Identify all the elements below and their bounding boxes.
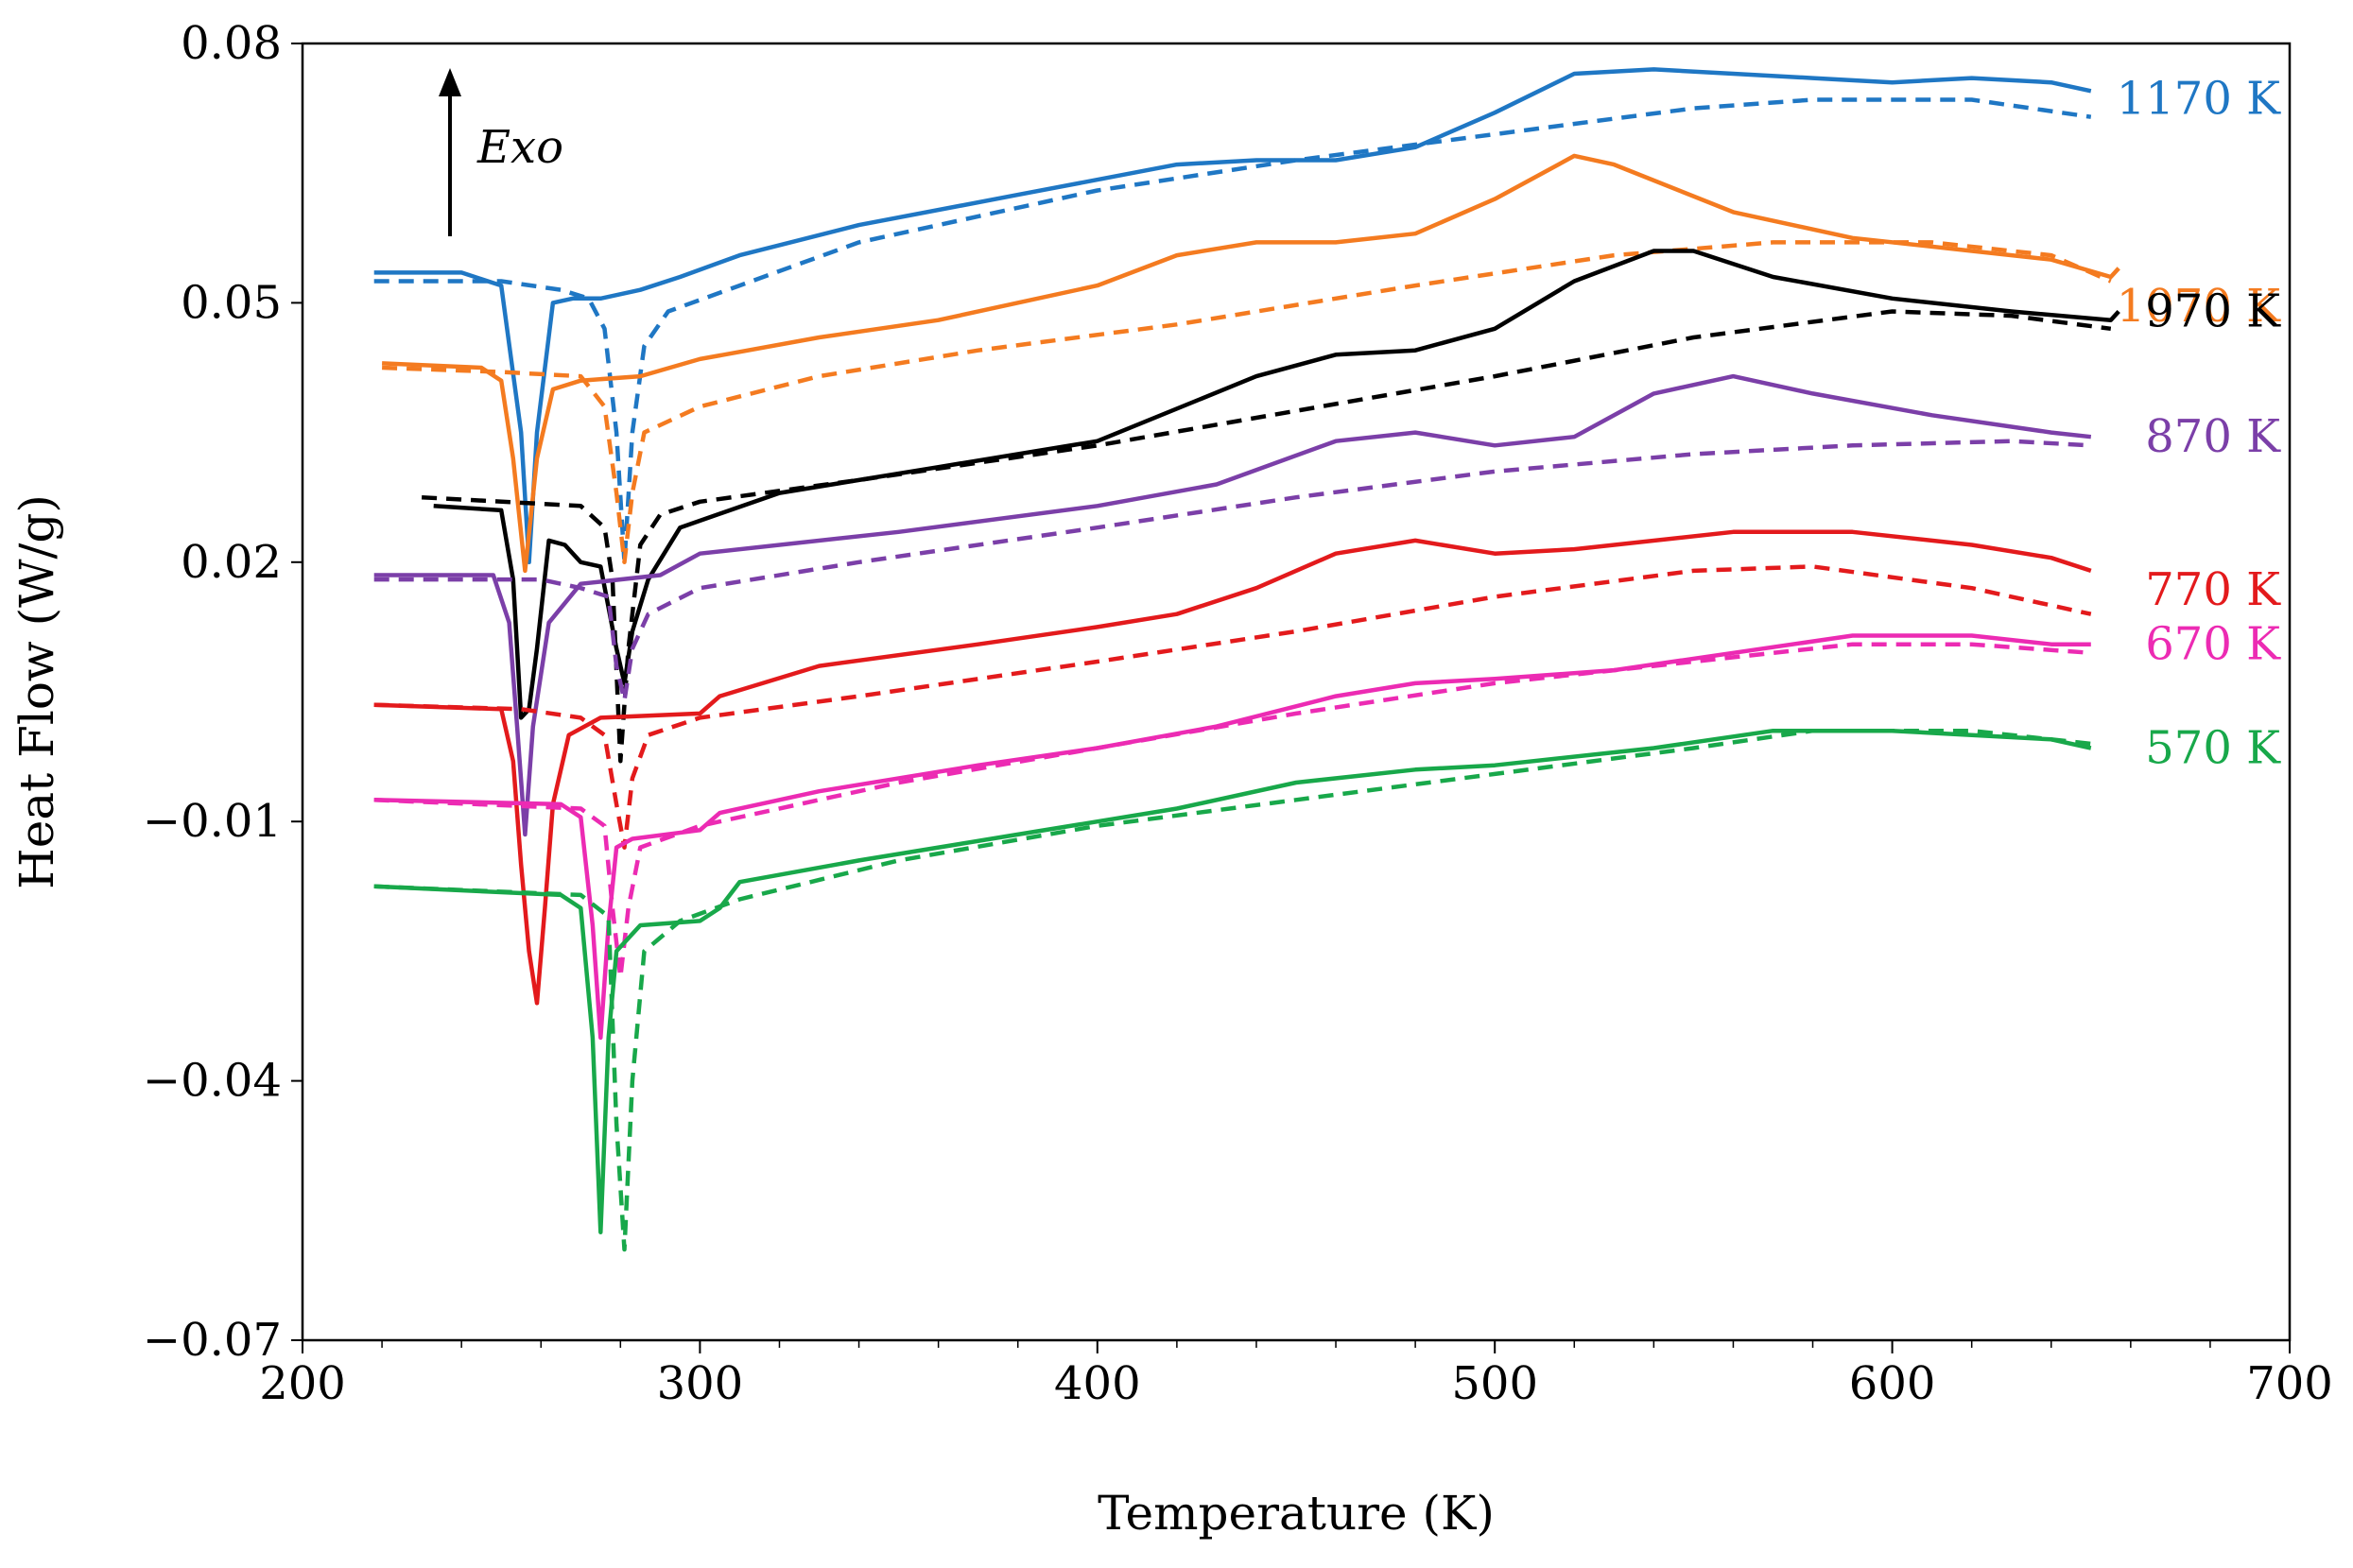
x-tick-label: 700 [2246,1357,2333,1410]
series-1070-k-dashed [382,240,2112,565]
series-label: 1070 K [2117,280,2281,333]
y-tick-label: 0.08 [181,17,282,70]
x-tick-label: 600 [1849,1357,1936,1410]
plot-frame [301,42,2292,1342]
series-970-k-solid [433,249,2120,720]
series-label: 1170 K [2117,72,2281,125]
series-label: 770 K [2145,563,2281,616]
y-tick-label: 0.05 [181,276,282,329]
series-970-k-dashed [421,309,2112,764]
y-tick-label: −0.01 [143,795,282,848]
series-1070-k-solid [382,153,2120,574]
series-label: 670 K [2145,618,2281,671]
series-layer [373,67,2120,1252]
series-670-k-dashed [373,642,2091,980]
axes-layer: 200 300 400 500 600 700 0.08 0.05 0.02 −0.01 −0.04… [143,17,2333,1410]
series-1170-k-dashed [373,97,2092,565]
x-tick-label: 400 [1054,1357,1141,1410]
exo-annotation: Exo [439,68,563,236]
series-label: 570 K [2145,721,2281,774]
exo-label: Exo [476,121,563,174]
series-770-k-dashed [373,564,2092,850]
series-570-k-dashed [373,728,2092,1252]
series-770-k-solid [373,529,2092,1006]
y-tick-label: 0.02 [181,536,282,589]
y-tick-label: −0.07 [143,1314,282,1367]
series-870-k-solid [373,373,2092,837]
x-tick-label: 200 [259,1357,346,1410]
series-670-k-solid [373,633,2091,1041]
x-tick-label: 300 [657,1357,744,1410]
x-tick-label: 500 [1451,1357,1538,1410]
y-tick-label: −0.04 [143,1055,282,1108]
series-label: 970 K [2145,285,2281,338]
series-label: 870 K [2145,410,2281,463]
series-870-k-dashed [373,439,2091,703]
x-axis-title: Temperature (K) [1098,1486,1495,1541]
arrow-up-icon [439,68,461,96]
y-axis-title: Heat Flow (W/g) [9,494,64,889]
series-570-k-solid [373,728,2092,1234]
